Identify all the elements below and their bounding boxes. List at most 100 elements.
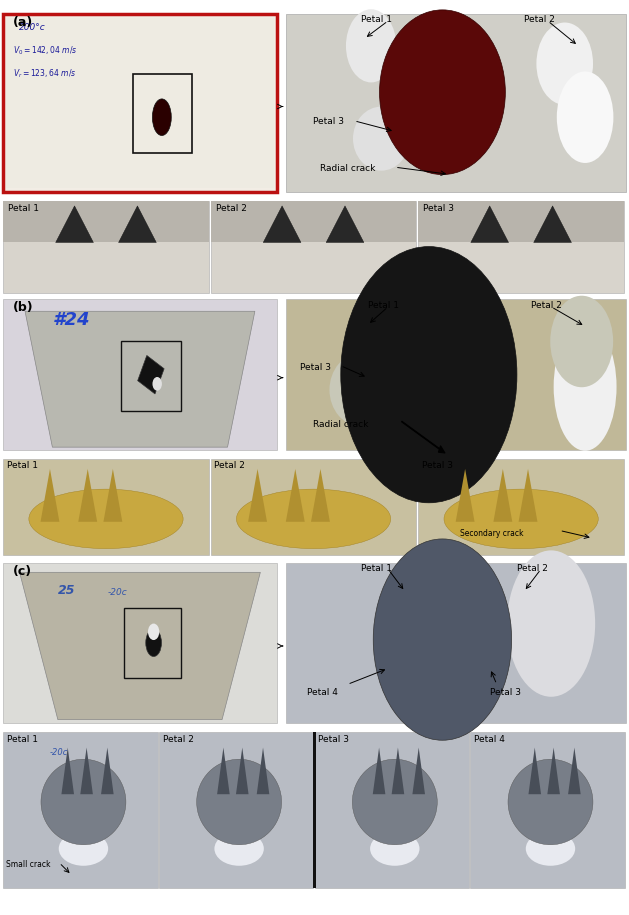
Bar [313, 732, 316, 888]
Polygon shape [78, 468, 97, 522]
Ellipse shape [370, 832, 420, 866]
Ellipse shape [41, 759, 126, 845]
Text: $V_r= 123,64\ m/s$: $V_r= 123,64\ m/s$ [13, 68, 76, 80]
Polygon shape [119, 206, 157, 242]
Text: $V_0= 142,04\ m/s$: $V_0= 142,04\ m/s$ [13, 44, 77, 57]
Bar [314, 732, 469, 888]
Bar [3, 732, 158, 888]
Bar [418, 201, 624, 242]
Polygon shape [19, 573, 260, 719]
Ellipse shape [550, 296, 613, 387]
Bar [286, 563, 626, 723]
Ellipse shape [29, 490, 183, 549]
Polygon shape [56, 206, 94, 242]
Bar [3, 299, 277, 450]
Polygon shape [470, 206, 508, 242]
Text: Petal 2: Petal 2 [531, 301, 562, 309]
Polygon shape [392, 748, 404, 794]
Text: Petal 3: Petal 3 [318, 735, 349, 744]
Ellipse shape [58, 832, 108, 866]
Ellipse shape [379, 10, 505, 175]
Ellipse shape [352, 759, 437, 845]
Text: Petal 3: Petal 3 [423, 204, 454, 213]
Polygon shape [248, 468, 267, 522]
Text: -20c: -20c [107, 588, 127, 597]
Ellipse shape [330, 353, 392, 426]
Bar [211, 459, 416, 555]
Ellipse shape [526, 832, 575, 866]
Polygon shape [236, 748, 248, 794]
Text: (a): (a) [13, 16, 33, 29]
Ellipse shape [350, 281, 426, 372]
Bar [286, 14, 626, 192]
Polygon shape [25, 311, 255, 447]
Polygon shape [217, 748, 230, 794]
Text: Petal 1: Petal 1 [7, 735, 38, 744]
Bar [470, 732, 625, 888]
Ellipse shape [346, 9, 396, 82]
Polygon shape [528, 748, 541, 794]
Ellipse shape [148, 624, 159, 640]
Text: Petal 2: Petal 2 [162, 735, 194, 744]
Text: 25: 25 [58, 584, 75, 597]
Ellipse shape [353, 106, 409, 170]
Bar [211, 201, 416, 242]
Polygon shape [257, 748, 269, 794]
Text: #24: #24 [52, 311, 90, 329]
Bar [3, 459, 209, 555]
Ellipse shape [554, 323, 616, 451]
Text: Petal 3: Petal 3 [490, 688, 521, 696]
Text: Secondary crack: Secondary crack [460, 529, 523, 537]
Text: Petal 2: Petal 2 [524, 15, 555, 24]
Text: (c): (c) [13, 565, 31, 577]
Text: Petal 4: Petal 4 [474, 735, 505, 744]
Bar [121, 341, 181, 411]
Ellipse shape [507, 550, 595, 697]
Polygon shape [413, 748, 425, 794]
Ellipse shape [152, 99, 171, 135]
Text: Petal 1: Petal 1 [361, 15, 392, 24]
Ellipse shape [146, 630, 162, 657]
Bar [159, 732, 313, 888]
Ellipse shape [341, 246, 517, 503]
Bar [3, 14, 277, 192]
Bar [418, 201, 624, 293]
Text: Radial crack: Radial crack [313, 420, 369, 429]
Text: Petal 2: Petal 2 [517, 565, 548, 574]
Text: Petal 1: Petal 1 [7, 461, 38, 470]
Ellipse shape [508, 759, 593, 845]
Polygon shape [101, 748, 114, 794]
Bar [133, 74, 192, 153]
Bar [418, 459, 624, 555]
Ellipse shape [214, 832, 264, 866]
Text: Petal 3: Petal 3 [300, 362, 331, 371]
Bar [123, 608, 181, 678]
Text: (b): (b) [13, 301, 33, 314]
Text: Petal 1: Petal 1 [361, 565, 392, 574]
Polygon shape [62, 748, 74, 794]
Polygon shape [547, 748, 560, 794]
Text: Petal 4: Petal 4 [306, 688, 337, 696]
Ellipse shape [373, 539, 511, 740]
Polygon shape [103, 468, 122, 522]
FancyArrow shape [401, 421, 445, 453]
Ellipse shape [197, 759, 282, 845]
Text: Small crack: Small crack [6, 859, 50, 868]
Ellipse shape [444, 490, 598, 549]
Text: Radial crack: Radial crack [320, 165, 376, 174]
Text: Petal 2: Petal 2 [216, 204, 247, 213]
Polygon shape [493, 468, 512, 522]
Polygon shape [264, 206, 301, 242]
Polygon shape [533, 206, 572, 242]
Text: 200°c: 200°c [19, 23, 46, 32]
Polygon shape [568, 748, 581, 794]
Polygon shape [518, 468, 537, 522]
Bar [3, 201, 209, 242]
Ellipse shape [557, 71, 613, 163]
Text: Petal 2: Petal 2 [214, 461, 245, 470]
Ellipse shape [537, 23, 593, 105]
Text: Petal 1: Petal 1 [368, 301, 399, 309]
Bar [6, 18, 274, 188]
Ellipse shape [152, 377, 162, 391]
Polygon shape [455, 468, 474, 522]
